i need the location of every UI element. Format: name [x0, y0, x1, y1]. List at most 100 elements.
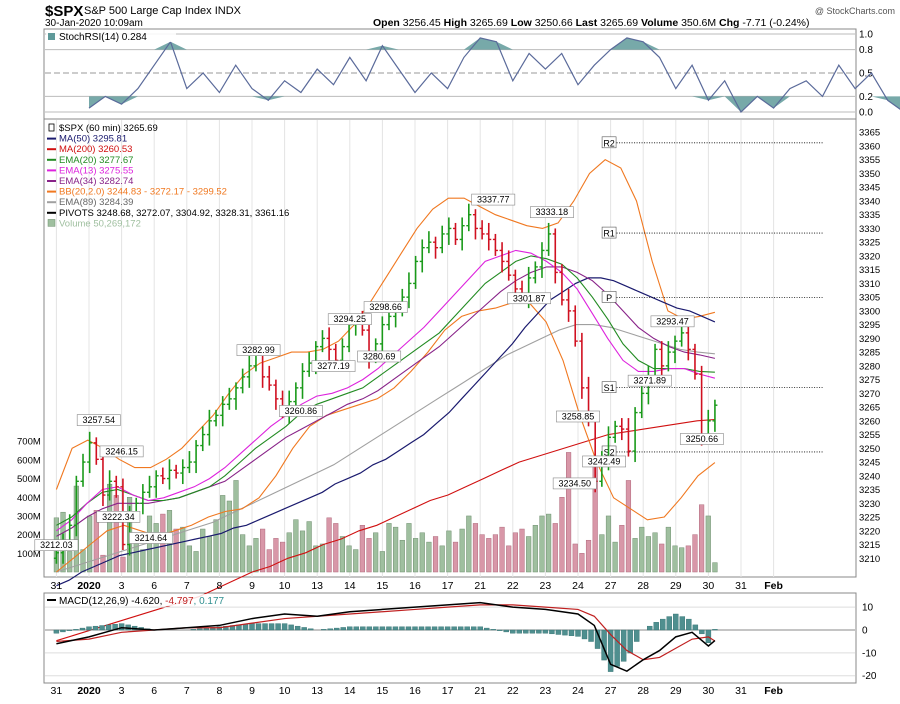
volume-bar — [692, 534, 698, 573]
volume-tick-label: 500M — [17, 474, 41, 485]
macd-histogram-bar — [366, 626, 373, 631]
macd-histogram-bar — [373, 626, 379, 631]
volume-bar — [353, 549, 359, 573]
pivot-label-box — [601, 136, 617, 149]
macd-histogram-bar — [255, 623, 262, 631]
volume-tick-label: 200M — [17, 530, 41, 541]
volume-bar — [306, 521, 312, 573]
stoch-oversold-fill — [89, 96, 900, 112]
stoch-pane-frame — [43, 28, 857, 120]
macd-histogram-bar — [249, 623, 255, 631]
macd-histogram-bar — [190, 629, 197, 631]
ohlc-summary: Open 3256.45 High 3265.69 Low 3250.66 La… — [373, 17, 810, 29]
macd-legend-value: MACD(12,26,9) -4.620, — [59, 596, 165, 607]
macd-histogram-bar — [523, 629, 529, 634]
macd-histogram-bar — [660, 618, 666, 631]
x-tick-label-macd: 9 — [249, 685, 255, 697]
legend-price-swatch — [48, 123, 55, 132]
value-annotation: 3250.66 — [686, 434, 719, 444]
volume-bar — [645, 536, 651, 573]
volume-bar — [579, 553, 585, 573]
stoch-tick-label: 0.8 — [859, 45, 873, 56]
value-annotation-box — [679, 433, 724, 445]
volume-tick-label: 100M — [17, 549, 41, 560]
value-annotation: 3246.15 — [105, 446, 138, 456]
macd-histogram-bar — [418, 626, 425, 631]
volume-bar — [446, 530, 452, 573]
value-annotation: 3257.54 — [83, 415, 116, 425]
volume-bar — [532, 525, 538, 573]
macd-histogram-bar — [197, 628, 203, 631]
macd-tick-label: -20 — [862, 671, 877, 682]
volume-bar — [333, 523, 339, 573]
macd-histogram-bar — [379, 626, 386, 631]
legend-entry: EMA(89) 3284.39 — [59, 197, 133, 208]
price-tick-label: 3365 — [859, 128, 880, 139]
x-tick-label: 22 — [507, 580, 519, 592]
x-tick-label-macd: 14 — [344, 685, 356, 697]
x-tick-label-macd: 8 — [216, 685, 222, 697]
x-tick-label-macd: 31 — [51, 685, 63, 697]
volume-bar — [652, 532, 658, 573]
price-tick-label: 3320 — [859, 251, 880, 262]
macd-pane: 10 0 -10 -20 MACD(12,26,9) -4.620, -4.797, 0… — [45, 594, 877, 682]
macd-line — [56, 601, 716, 672]
volume-bar — [599, 534, 605, 573]
volume-bar — [386, 523, 392, 573]
macd-histogram-bar — [699, 629, 705, 635]
value-annotation-box — [34, 539, 79, 551]
value-annotation-box — [556, 410, 600, 423]
legend-entry: EMA(20) 3277.67 — [59, 155, 133, 166]
value-annotation: 3337.77 — [477, 195, 510, 205]
macd-histogram-bar — [288, 624, 294, 631]
pivot-label: R1 — [603, 229, 615, 239]
ticker-name: S&P 500 Large Cap Index INDX — [84, 5, 242, 17]
price-tick-label: 3325 — [859, 238, 880, 249]
bollinger-upper-line — [55, 159, 716, 490]
x-tick-label: 16 — [409, 580, 421, 592]
macd-histogram-bar — [216, 626, 223, 631]
macd-histogram-bar — [653, 622, 659, 631]
x-tick-label-macd: 29 — [670, 685, 682, 697]
volume-bar — [366, 538, 372, 573]
volume-bar — [619, 525, 625, 573]
x-tick-label: 23 — [540, 580, 552, 592]
macd-histogram-bar — [588, 629, 594, 642]
volume-bar — [233, 480, 239, 573]
macd-histogram-bar — [431, 626, 438, 631]
volume-bar — [293, 519, 299, 573]
volume-bar — [186, 545, 193, 573]
macd-histogram-bar — [686, 618, 692, 631]
value-annotation-box — [552, 477, 597, 490]
volume-bar — [546, 513, 552, 573]
volume-bar — [432, 536, 439, 573]
pivot-label-box — [601, 226, 617, 239]
x-tick-label-macd: 23 — [540, 685, 552, 697]
value-annotation: 3301.87 — [513, 293, 546, 303]
x-tick-label: 10 — [279, 580, 291, 592]
macd-tick-label: 0 — [862, 626, 868, 637]
macd-histogram-bar — [627, 629, 633, 654]
stoch-legend: StochRSI(14) 0.284 — [59, 32, 147, 43]
macd-histogram-bar — [386, 626, 392, 631]
x-axis: 31 31 2020 2020 3 3 6 6 7 7 8 8 9 9 10 10 13 13 14 14 15 15 16… — [51, 580, 783, 697]
macd-histogram-bar — [203, 627, 210, 631]
price-tick-label: 3225 — [859, 513, 880, 524]
volume-bar — [466, 515, 472, 573]
volume-bar — [512, 532, 518, 573]
value-annotation: 3258.85 — [562, 411, 595, 421]
x-tick-label: 15 — [377, 580, 389, 592]
price-tick-label: 3235 — [859, 485, 880, 496]
price-tick-label: 3305 — [859, 293, 880, 304]
macd-histogram-bar — [484, 627, 490, 631]
value-annotation: 3298.66 — [369, 302, 402, 312]
ema20-line — [56, 255, 715, 526]
macd-histogram-bar — [118, 623, 125, 631]
macd-histogram-bar — [347, 626, 353, 631]
macd-histogram-bar — [242, 624, 249, 631]
volume-bar — [193, 551, 199, 573]
x-tick-label-macd: 7 — [184, 685, 190, 697]
volume-bar — [299, 530, 306, 573]
price-tick-label: 3240 — [859, 471, 880, 482]
